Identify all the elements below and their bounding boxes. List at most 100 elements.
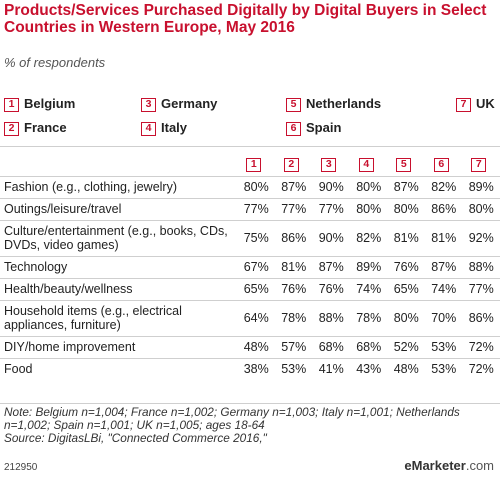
table-row: Health/beauty/wellness 65% 76% 76% 74% 6… — [0, 277, 500, 300]
cell: 80% — [350, 175, 388, 198]
cell: 76% — [312, 277, 350, 300]
cell: 43% — [350, 357, 388, 380]
legend-marker: 3 — [141, 98, 156, 112]
cell: 78% — [275, 299, 313, 336]
cell: 81% — [275, 255, 313, 278]
cell: 88% — [462, 255, 500, 278]
cell: 77% — [275, 197, 313, 220]
source-text: Source: DigitasLBi, "Connected Commerce … — [4, 431, 267, 445]
row-label: Outings/leisure/travel — [0, 197, 238, 220]
cell: 74% — [350, 277, 388, 300]
legend-item-3: 3 Germany — [141, 96, 217, 112]
column-header-5: 5 — [388, 154, 426, 176]
cell: 76% — [275, 277, 313, 300]
cell: 64% — [237, 299, 275, 336]
cell: 87% — [275, 175, 313, 198]
cell: 80% — [237, 175, 275, 198]
column-header-2: 2 — [275, 154, 313, 176]
cell: 89% — [462, 175, 500, 198]
cell: 92% — [462, 219, 500, 256]
cell: 77% — [237, 197, 275, 220]
cell: 80% — [350, 197, 388, 220]
cell: 65% — [237, 277, 275, 300]
cell: 90% — [312, 219, 350, 256]
table-row: Outings/leisure/travel 77% 77% 77% 80% 8… — [0, 197, 500, 220]
cell: 74% — [425, 277, 463, 300]
chart-subtitle: % of respondents — [4, 55, 106, 70]
legend-item-1: 1 Belgium — [4, 96, 75, 112]
table-row: Technology 67% 81% 87% 89% 76% 87% 88% — [0, 255, 500, 278]
cell: 80% — [387, 197, 425, 220]
cell: 76% — [387, 255, 425, 278]
column-header-4: 4 — [350, 154, 388, 176]
cell: 89% — [350, 255, 388, 278]
row-label: Food — [0, 357, 238, 380]
legend-item-6: 6 Spain — [286, 120, 341, 136]
cell: 38% — [237, 357, 275, 380]
column-header-7: 7 — [463, 154, 500, 176]
cell: 53% — [425, 335, 463, 358]
table-row: Culture/entertainment (e.g., books, CDs,… — [0, 219, 500, 256]
legend-marker: 7 — [456, 98, 471, 112]
chart-id: 212950 — [4, 462, 38, 473]
cell: 80% — [462, 197, 500, 220]
cell: 77% — [462, 277, 500, 300]
legend-label: Germany — [161, 96, 218, 111]
legend-label: UK — [476, 96, 495, 111]
table-row: Household items (e.g., electrical applia… — [0, 299, 500, 336]
cell: 72% — [462, 357, 500, 380]
row-label: Household items (e.g., electrical applia… — [0, 299, 238, 336]
row-label: Fashion (e.g., clothing, jewelry) — [0, 175, 238, 198]
column-header-3: 3 — [313, 154, 351, 176]
table-row: Food 38% 53% 41% 43% 48% 53% 72% — [0, 357, 500, 380]
cell: 82% — [350, 219, 388, 256]
cell: 87% — [312, 255, 350, 278]
row-label: DIY/home improvement — [0, 335, 238, 358]
cell: 72% — [462, 335, 500, 358]
legend-marker: 5 — [286, 98, 301, 112]
cell: 82% — [425, 175, 463, 198]
legend-marker: 1 — [4, 98, 19, 112]
cell: 86% — [275, 219, 313, 256]
legend-label: Belgium — [24, 96, 76, 111]
legend-label: Netherlands — [306, 96, 382, 111]
cell: 81% — [425, 219, 463, 256]
table-row: DIY/home improvement 48% 57% 68% 68% 52%… — [0, 335, 500, 358]
cell: 86% — [425, 197, 463, 220]
cell: 78% — [350, 299, 388, 336]
footer-divider — [0, 403, 500, 404]
legend-label: Italy — [161, 120, 188, 135]
cell: 67% — [237, 255, 275, 278]
column-header-6: 6 — [425, 154, 463, 176]
logo-prefix: e — [404, 458, 412, 473]
legend-label: France — [24, 120, 67, 135]
legend-item-4: 4 Italy — [141, 120, 187, 136]
row-label: Culture/entertainment (e.g., books, CDs,… — [0, 219, 238, 256]
legend-marker: 6 — [286, 122, 301, 136]
legend-marker: 4 — [141, 122, 156, 136]
cell: 88% — [312, 299, 350, 336]
cell: 68% — [350, 335, 388, 358]
cell: 48% — [387, 357, 425, 380]
header-spacer — [0, 154, 238, 176]
cell: 81% — [387, 219, 425, 256]
cell: 70% — [425, 299, 463, 336]
cell: 87% — [387, 175, 425, 198]
logo-suffix: .com — [465, 458, 494, 473]
cell: 53% — [425, 357, 463, 380]
table-row: Fashion (e.g., clothing, jewelry) 80% 87… — [0, 175, 500, 198]
header-divider — [0, 146, 500, 147]
legend-item-7: 7 UK — [456, 96, 495, 112]
cell: 75% — [237, 219, 275, 256]
legend-label: Spain — [306, 120, 342, 135]
cell: 65% — [387, 277, 425, 300]
logo-name: Marketer — [411, 458, 466, 473]
cell: 87% — [425, 255, 463, 278]
footnote: Note: Belgium n=1,004; France n=1,002; G… — [4, 406, 496, 445]
cell: 90% — [312, 175, 350, 198]
cell: 68% — [312, 335, 350, 358]
row-label: Technology — [0, 255, 238, 278]
note-text: Note: Belgium n=1,004; France n=1,002; G… — [4, 405, 460, 432]
legend: 1 Belgium 2 France 3 Germany 4 Italy 5 Nether… — [4, 96, 496, 140]
column-header-1: 1 — [238, 154, 276, 176]
